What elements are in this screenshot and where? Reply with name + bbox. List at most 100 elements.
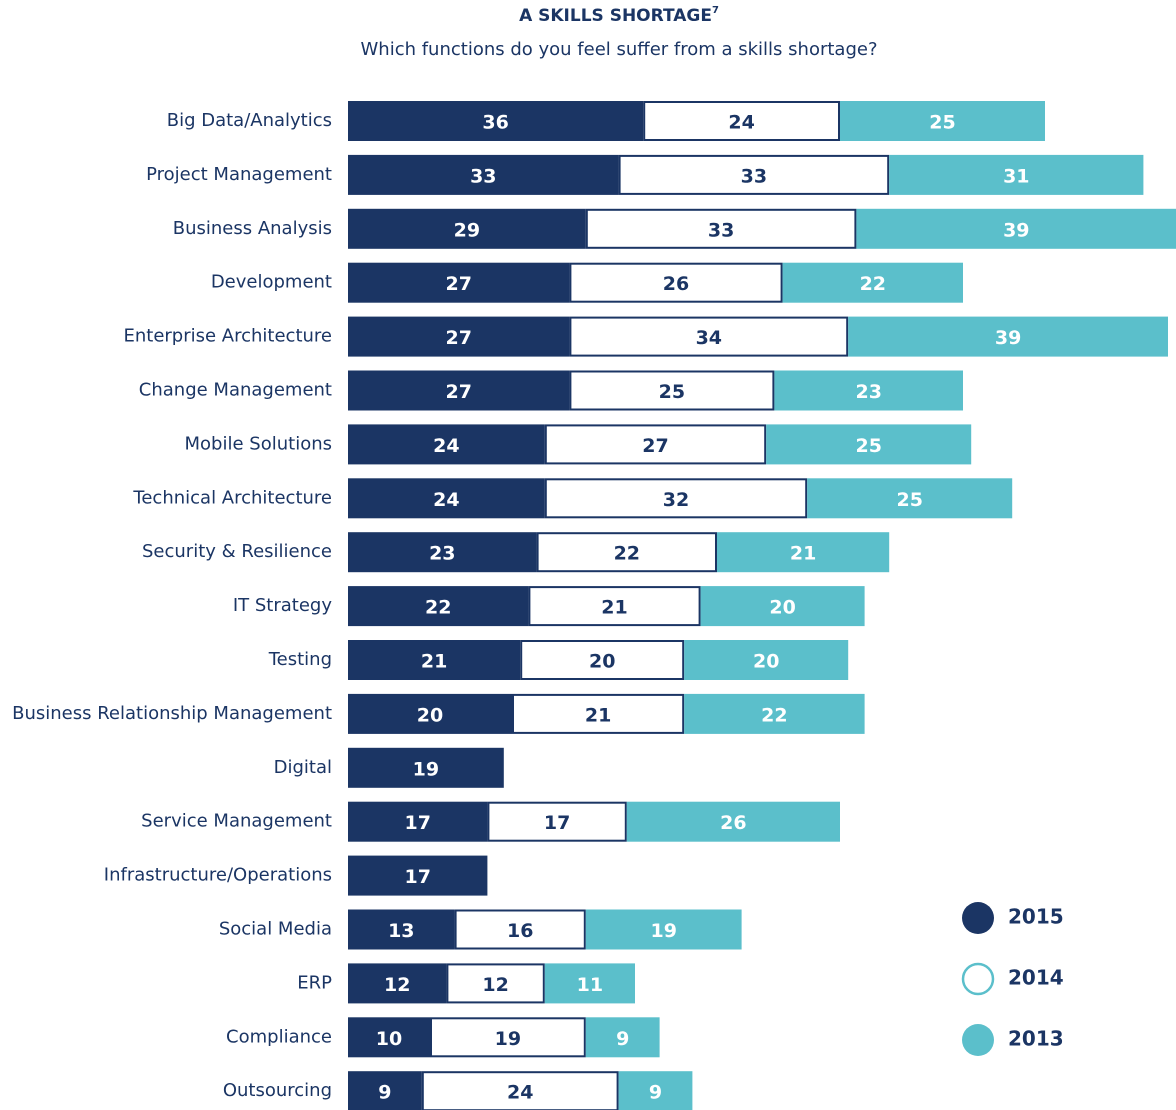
category-label: Big Data/Analytics <box>167 110 332 131</box>
bar-segment <box>348 747 504 788</box>
category-label: Infrastructure/Operations <box>104 865 332 886</box>
bar-segment <box>446 963 545 1004</box>
value-label: 20 <box>769 597 795 619</box>
value-label: 29 <box>454 219 480 241</box>
value-label: 12 <box>384 974 410 996</box>
value-label: 20 <box>417 704 443 726</box>
value-label: 22 <box>761 704 787 726</box>
category-label: Development <box>211 272 332 293</box>
value-label: 21 <box>585 704 611 726</box>
bar-segment <box>348 693 512 734</box>
value-label: 22 <box>860 273 886 295</box>
value-label: 25 <box>896 489 922 511</box>
bar-segment <box>717 532 890 573</box>
bar-segment <box>585 1017 660 1058</box>
category-label: ERP <box>297 972 332 993</box>
value-label: 22 <box>425 597 451 619</box>
value-label: 12 <box>482 974 508 996</box>
category-label: Business Analysis <box>173 218 332 239</box>
bar-segment <box>536 532 717 573</box>
bar-segment <box>348 909 455 950</box>
legend-marker <box>961 962 995 996</box>
value-label: 19 <box>413 758 439 780</box>
value-label: 23 <box>429 543 455 565</box>
category-label: Service Management <box>141 811 332 832</box>
value-label: 26 <box>663 273 689 295</box>
value-label: 27 <box>642 435 668 457</box>
bar-segment <box>348 316 570 357</box>
legend-label: 2013 <box>1008 1027 1064 1051</box>
value-label: 23 <box>855 381 881 403</box>
bar-segment <box>487 801 627 842</box>
bar-segment <box>848 316 1168 357</box>
value-label: 39 <box>1003 219 1029 241</box>
category-label: Social Media <box>219 919 332 940</box>
title-note: 7 <box>712 5 719 16</box>
bar-segment <box>348 1017 430 1058</box>
bar-segment <box>348 154 619 195</box>
bar-segment <box>520 640 685 680</box>
value-label: 24 <box>433 435 459 457</box>
value-label: 27 <box>445 273 471 295</box>
value-label: 16 <box>507 920 533 942</box>
value-label: 24 <box>728 112 754 134</box>
bar-segment <box>528 586 701 627</box>
bar-segment <box>618 154 890 195</box>
value-label: 21 <box>421 651 447 673</box>
value-label: 19 <box>495 1028 521 1050</box>
value-label: 39 <box>995 327 1021 349</box>
value-label: 9 <box>616 1028 629 1050</box>
bar-segment <box>585 909 742 950</box>
title-text: A SKILLS SHORTAGE <box>519 6 712 26</box>
value-label: 24 <box>507 1082 533 1104</box>
value-label: 34 <box>696 327 722 349</box>
value-label: 9 <box>378 1082 391 1104</box>
value-label: 21 <box>601 597 627 619</box>
bar-segment <box>348 262 570 303</box>
bar-segment <box>643 101 841 141</box>
bar-segment <box>585 208 857 249</box>
legend-marker <box>962 1024 994 1056</box>
category-label: Digital <box>274 757 332 778</box>
chart-title: A SKILLS SHORTAGE7 <box>519 5 719 26</box>
value-label: 26 <box>720 812 746 834</box>
value-label: 25 <box>929 112 955 134</box>
value-label: 17 <box>544 812 570 834</box>
chart-subtitle: Which functions do you feel suffer from … <box>360 39 877 60</box>
category-label: IT Strategy <box>233 595 332 616</box>
bar-segment <box>348 532 537 573</box>
bar-segment <box>348 370 570 411</box>
bar-segment <box>348 855 488 896</box>
bar-segment <box>774 370 963 411</box>
bar-segment <box>569 262 783 303</box>
bar-segment <box>348 801 488 842</box>
category-label: Outsourcing <box>223 1080 332 1101</box>
bar-segment <box>454 909 586 950</box>
bar-segment <box>348 586 529 627</box>
value-label: 33 <box>741 165 767 187</box>
bar-segment <box>348 101 644 141</box>
value-label: 21 <box>790 543 816 565</box>
bar-segment <box>348 1071 422 1110</box>
bar-segment <box>684 640 849 680</box>
category-label: Business Relationship Management <box>12 703 332 724</box>
value-label: 9 <box>649 1082 662 1104</box>
value-label: 17 <box>404 812 430 834</box>
value-label: 20 <box>753 651 779 673</box>
bar-segment <box>348 208 586 249</box>
category-label: Compliance <box>226 1026 332 1047</box>
category-label: Change Management <box>139 380 332 401</box>
category-label: Project Management <box>146 164 332 185</box>
value-label: 33 <box>470 165 496 187</box>
legend-label: 2015 <box>1008 905 1064 929</box>
value-label: 27 <box>445 327 471 349</box>
value-label: 25 <box>659 381 685 403</box>
value-label: 36 <box>482 112 508 134</box>
bar-segment <box>618 1071 693 1110</box>
bar-segment <box>807 478 1013 519</box>
bar-segment <box>348 640 521 680</box>
bar-segment <box>569 316 849 357</box>
category-label: Security & Resilience <box>142 541 332 562</box>
bar-segment <box>626 801 840 842</box>
legend-marker <box>962 902 994 934</box>
